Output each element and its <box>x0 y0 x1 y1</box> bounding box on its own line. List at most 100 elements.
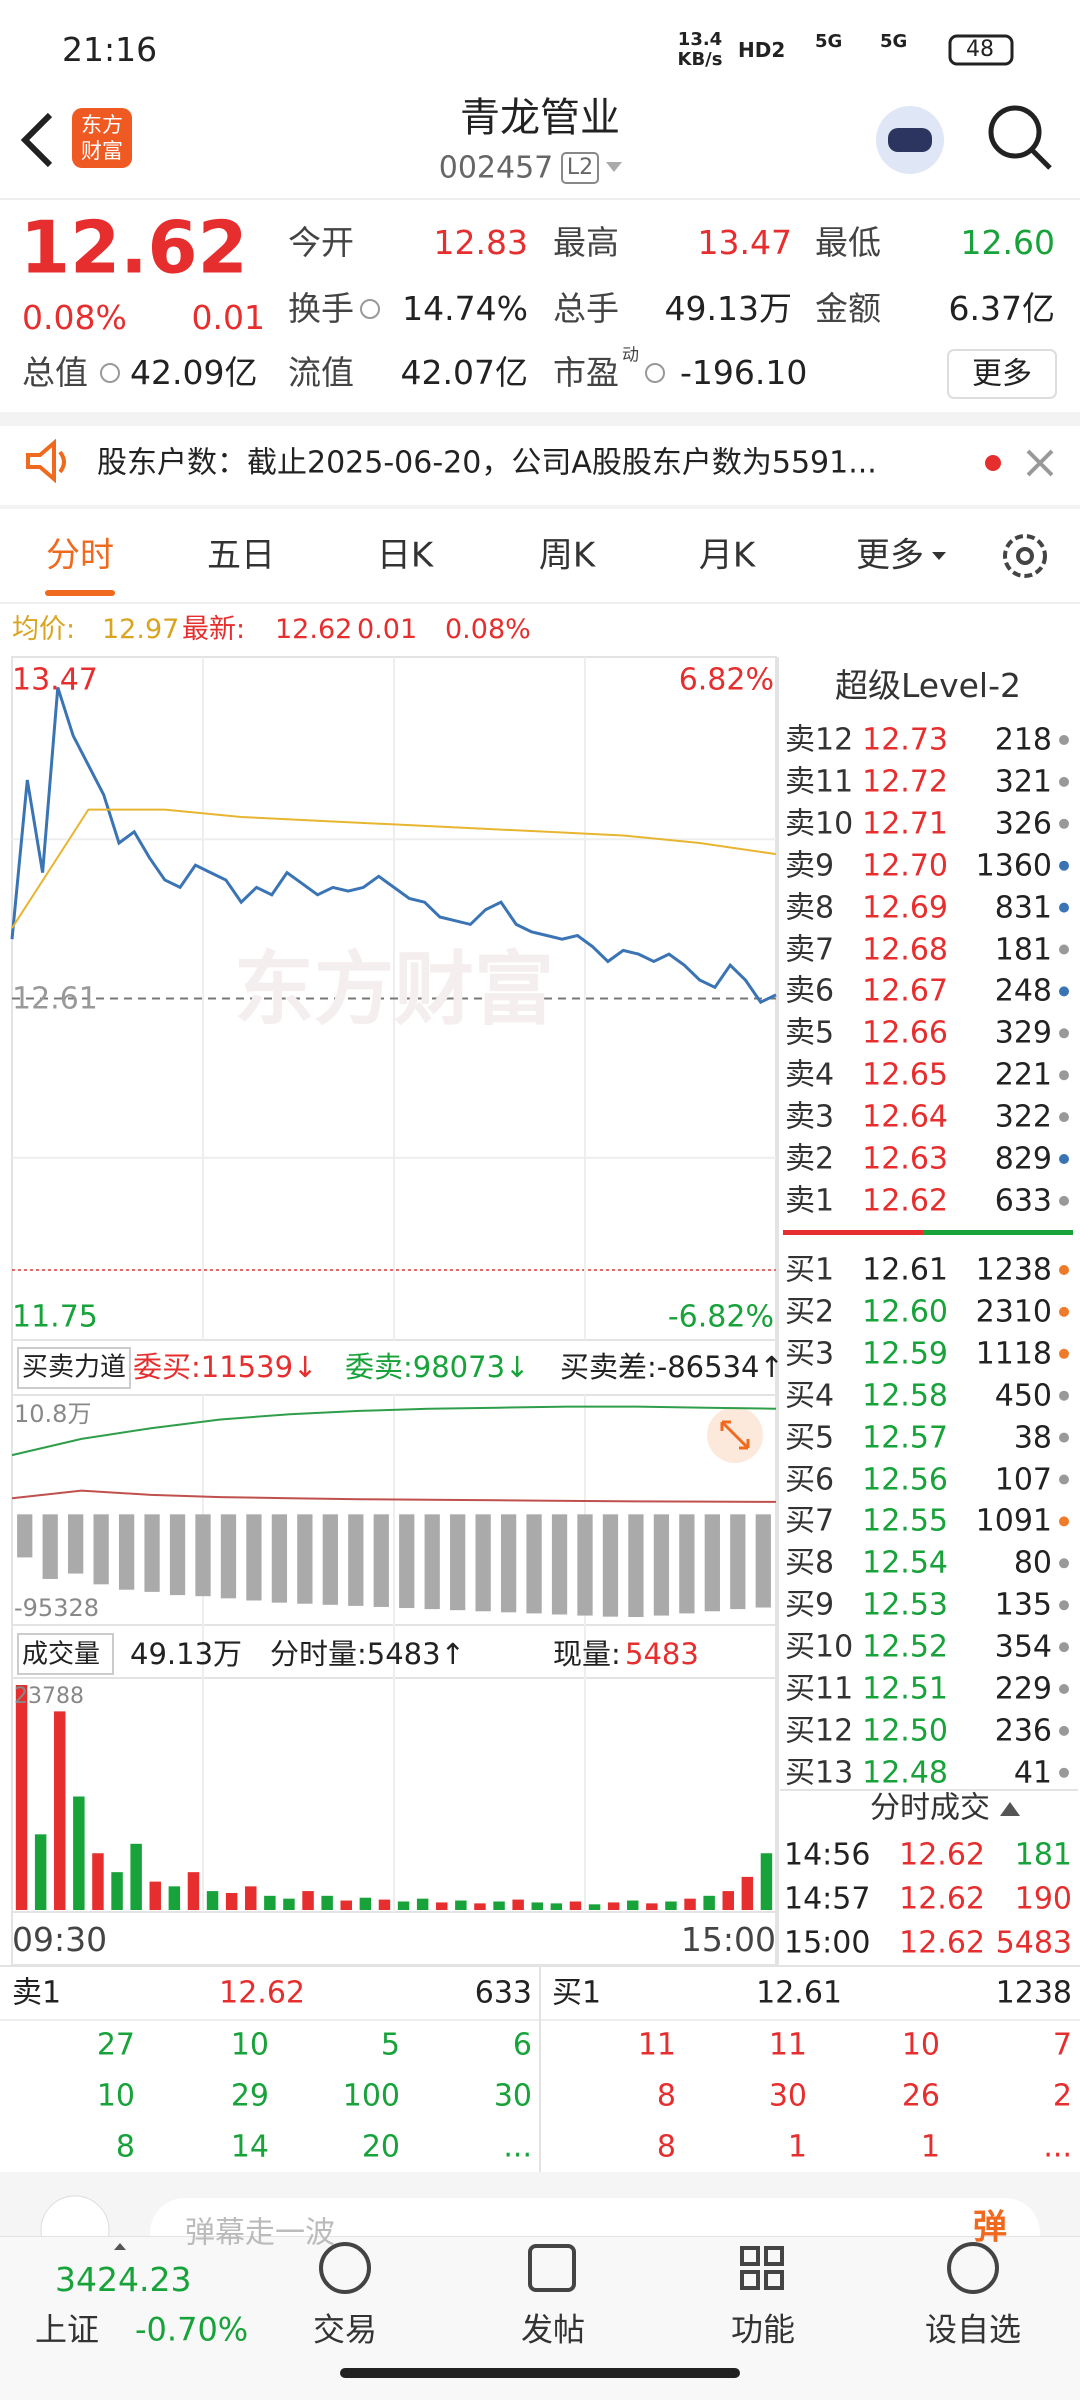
index-name: 上证 <box>35 2310 100 2349</box>
tab[interactable]: 分时 <box>46 535 114 576</box>
close-icon[interactable] <box>1026 449 1054 477</box>
nav-item[interactable]: 功能 <box>730 2310 796 2349</box>
indicator-top: 10.8万 <box>14 1399 92 1428</box>
more-button[interactable]: 更多 <box>972 356 1032 392</box>
bid-queue: 7 <box>1052 2027 1072 2063</box>
tab[interactable]: 月K <box>698 535 756 576</box>
stat-value: 42.07亿 <box>400 352 528 392</box>
book-title: 超级Level-2 <box>834 665 1022 705</box>
book-dot <box>1059 1600 1069 1611</box>
indicator-bar <box>195 1514 211 1597</box>
volume-bar <box>359 1897 372 1910</box>
bid-price: 12.57 <box>862 1420 948 1456</box>
indicator-selector[interactable] <box>17 1347 131 1389</box>
ask-price: 12.71 <box>862 806 948 842</box>
bid-label: 买10 <box>785 1629 854 1665</box>
bid-volume: 450 <box>994 1378 1052 1414</box>
x-tick-label: 15:00 <box>680 1919 776 1959</box>
trade-icon[interactable] <box>319 2242 371 2294</box>
indicator-bar <box>500 1514 517 1613</box>
volume-bar <box>283 1898 295 1910</box>
volume-bar <box>397 1901 410 1910</box>
book-dot <box>1059 1070 1069 1081</box>
volume-minute: 分时量:5483↑ <box>270 1637 465 1672</box>
bid-volume: 2310 <box>975 1294 1052 1330</box>
bid-price: 12.53 <box>862 1587 948 1623</box>
indicator-line <box>11 1489 777 1503</box>
settings-icon[interactable] <box>1003 534 1047 578</box>
ask-volume: 326 <box>994 806 1052 842</box>
trade-volume: 181 <box>1014 1837 1072 1873</box>
pct-high: 6.82% <box>678 662 774 698</box>
book-dot <box>1059 1028 1069 1039</box>
watchlist-icon[interactable] <box>947 2242 999 2294</box>
book-dot <box>1059 1474 1069 1485</box>
bid-price: 12.52 <box>862 1629 948 1665</box>
dropdown-icon[interactable] <box>606 162 622 172</box>
tab[interactable]: 五日 <box>207 535 275 576</box>
indicator-bar <box>424 1514 440 1610</box>
book-dot <box>1059 776 1069 787</box>
more-button[interactable] <box>947 349 1057 399</box>
post-icon[interactable] <box>528 2244 576 2292</box>
nav-item[interactable]: 交易 <box>312 2310 378 2349</box>
search-icon[interactable] <box>988 105 1042 159</box>
ask-volume: 831 <box>994 890 1052 926</box>
comment-button[interactable]: 弹 <box>973 2207 1007 2248</box>
nav-item[interactable]: 设自选 <box>924 2310 1022 2349</box>
tab[interactable]: 日K <box>376 535 434 576</box>
indicator-bar <box>704 1514 720 1612</box>
index-toggle[interactable] <box>114 2243 126 2250</box>
ask-volume: 322 <box>994 1099 1052 1135</box>
indicator-name[interactable]: 买卖力道 <box>22 1352 127 1383</box>
book-dot <box>1059 1265 1069 1275</box>
book-dot <box>1059 1558 1069 1569</box>
tab[interactable]: 更多 <box>856 535 924 576</box>
indicator-bar <box>17 1514 33 1558</box>
clock: 21:16 <box>62 29 158 69</box>
indicator-bar <box>118 1514 135 1590</box>
bid-price: 12.48 <box>862 1755 948 1791</box>
ask-price: 12.63 <box>862 1141 948 1177</box>
y-tick-label: 13.47 <box>12 662 98 698</box>
ask-price: 12.64 <box>862 1099 948 1135</box>
volume-bar <box>627 1900 639 1910</box>
bid-volume: 1238 <box>995 1975 1072 2011</box>
ask-label: 卖4 <box>785 1057 835 1093</box>
volume-bar <box>703 1895 715 1910</box>
back-icon[interactable] <box>20 112 53 168</box>
bid-queue: ... <box>1043 2129 1072 2165</box>
volume-selector[interactable] <box>17 1633 114 1675</box>
pct-low: -6.82% <box>667 1299 774 1335</box>
comment-placeholder[interactable]: 弹幕走一波 <box>185 2215 335 2251</box>
index-value[interactable]: 3424.23 <box>55 2259 192 2299</box>
notice-text[interactable]: 股东户数：截止2025-06-20，公司A股股东户数为5591... <box>97 445 877 481</box>
last-price: 12.62 <box>20 205 248 290</box>
volume-bar <box>512 1899 524 1910</box>
bid-queue: 11 <box>768 2027 807 2063</box>
book-dot <box>1059 1725 1069 1736</box>
ask-label: 卖7 <box>785 932 835 967</box>
volume-bar <box>416 1898 429 1910</box>
tab[interactable]: 周K <box>538 535 596 576</box>
indicator-bar <box>755 1514 771 1608</box>
stat-label: 最高 <box>553 222 619 262</box>
battery: 48 <box>966 36 994 62</box>
function-icon[interactable] <box>740 2246 784 2290</box>
app-logo[interactable]: 东方财富 <box>72 108 132 168</box>
nav-item[interactable]: 发帖 <box>520 2310 586 2349</box>
index-change: -0.70% <box>135 2310 249 2349</box>
collapse-triangle[interactable] <box>1000 1802 1020 1816</box>
ask-price: 12.69 <box>862 890 948 926</box>
volume-bar <box>665 1901 677 1910</box>
bid-price: 12.54 <box>862 1545 948 1581</box>
bid-label: 买1 <box>785 1252 835 1288</box>
latest-change: 0.01 <box>357 614 418 646</box>
bid-volume: 135 <box>994 1587 1052 1623</box>
home-indicator <box>340 2368 740 2378</box>
bid-label: 买12 <box>785 1713 854 1749</box>
avg-label: 均价: <box>12 614 76 646</box>
volume-name[interactable]: 成交量 <box>22 1639 101 1670</box>
volume-bar <box>111 1872 123 1910</box>
indicator-bar <box>551 1514 568 1615</box>
